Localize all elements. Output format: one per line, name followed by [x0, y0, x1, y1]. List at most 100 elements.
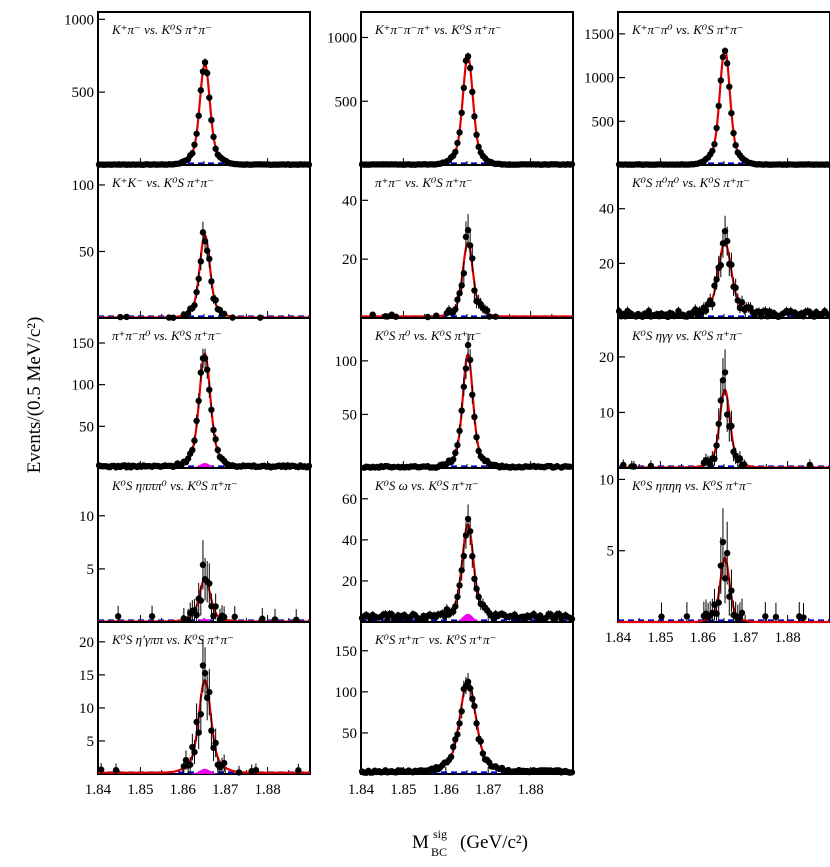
data-point: [458, 708, 465, 715]
panel-8: 20 40 60 K⁰S ω vs. K⁰S π⁺π⁻: [342, 467, 576, 623]
y-tick-label: 100: [335, 354, 358, 370]
data-point: [212, 739, 219, 747]
data-point: [212, 145, 219, 152]
data-point: [203, 69, 211, 77]
data-point: [475, 447, 482, 455]
y-tick-label: 5: [87, 562, 95, 578]
data-point: [458, 282, 465, 289]
data-point: [469, 255, 476, 262]
data-point: [454, 139, 461, 147]
data-point: [97, 766, 105, 773]
fit-curve: [361, 241, 573, 318]
data-point: [715, 599, 722, 606]
data-point: [197, 711, 205, 718]
panel-label: K⁰S π⁺π⁻ vs. K⁰S π⁺π⁻: [374, 632, 496, 647]
fit-curve: [618, 556, 830, 624]
data-point: [212, 296, 219, 304]
data-point: [719, 53, 727, 61]
y-tick-label: 20: [599, 256, 614, 272]
x-tick-label: 1.85: [390, 782, 416, 798]
data-point: [460, 84, 468, 92]
y-tick-label: 10: [599, 405, 614, 421]
data-point: [464, 226, 472, 234]
data-point: [683, 613, 691, 620]
data-point: [483, 307, 491, 314]
y-tick-label: 40: [599, 202, 614, 218]
data-point: [456, 290, 463, 297]
data-point: [203, 694, 211, 702]
data-point: [454, 296, 461, 303]
data-point: [772, 613, 780, 621]
data-point: [723, 237, 731, 245]
x-tick-label: 1.88: [517, 782, 543, 798]
data-point: [723, 549, 731, 557]
data-point: [220, 310, 228, 318]
data-point: [728, 261, 735, 268]
data-point: [469, 391, 476, 398]
data-point: [191, 302, 198, 309]
data-point: [454, 441, 461, 449]
data-point: [728, 587, 735, 594]
data-point: [568, 769, 576, 776]
y-tick-label: 1000: [64, 12, 94, 28]
data-point: [191, 141, 198, 148]
data-point: [713, 610, 720, 617]
data-point: [208, 116, 215, 124]
data-point: [199, 662, 207, 669]
data-point: [738, 299, 746, 306]
y-tick-label: 50: [79, 419, 94, 435]
y-tick-label: 100: [72, 378, 95, 394]
data-point: [460, 552, 468, 560]
data-point: [191, 607, 198, 614]
y-tick-label: 40: [342, 533, 357, 549]
data-point: [456, 582, 463, 589]
data-point: [193, 417, 200, 425]
data-point: [210, 133, 217, 141]
data-point: [191, 748, 198, 756]
data-point: [295, 767, 302, 774]
data-point: [464, 53, 472, 60]
data-point: [199, 229, 207, 236]
y-tick-label: 100: [335, 685, 358, 701]
data-point: [450, 456, 457, 463]
panels: 500 1000 K⁺π⁻ vs. K⁰S π⁺π⁻ 50 100 K⁺K⁻ vs. K⁰…: [64, 11, 830, 798]
x-tick-label: 1.84: [605, 630, 632, 646]
data-point: [709, 300, 716, 308]
fit-curve: [618, 241, 830, 315]
data-point: [732, 142, 739, 149]
data-point: [717, 397, 725, 404]
panel-4: 5 10 15 20 1.84 1.85 1.86 1.87 1.88 K⁰S η′γππ vs.…: [79, 621, 311, 798]
data-point: [658, 613, 665, 620]
data-point: [471, 575, 478, 582]
data-point: [620, 461, 627, 469]
data-point: [208, 727, 215, 734]
panel-label: K⁰S π⁰ vs. K⁰S π⁺π⁻: [374, 328, 481, 343]
data-point: [424, 313, 431, 321]
x-tick-label: 1.86: [170, 782, 197, 798]
x-tick-label: 1.86: [690, 630, 717, 646]
data-point: [187, 761, 194, 768]
data-point: [259, 615, 266, 622]
data-point: [197, 87, 205, 94]
data-point: [201, 238, 209, 245]
data-point: [148, 613, 156, 620]
data-point: [713, 124, 720, 132]
data-point: [726, 593, 733, 600]
data-point: [210, 744, 217, 752]
data-point: [466, 356, 474, 364]
fit-curve: [98, 351, 310, 468]
data-point: [452, 603, 459, 610]
data-point: [707, 461, 714, 468]
data-point: [719, 538, 727, 546]
y-tick-label: 20: [342, 252, 357, 268]
panel-label: K⁺K⁻ vs. K⁰S π⁺π⁻: [111, 175, 214, 190]
data-point: [220, 759, 228, 767]
data-point: [462, 233, 470, 241]
y-tick-label: 40: [342, 193, 357, 209]
data-point: [201, 59, 209, 66]
data-point: [114, 613, 122, 620]
data-point: [210, 612, 217, 620]
x-tick-label: 1.85: [647, 630, 673, 646]
y-tick-label: 150: [335, 644, 358, 660]
